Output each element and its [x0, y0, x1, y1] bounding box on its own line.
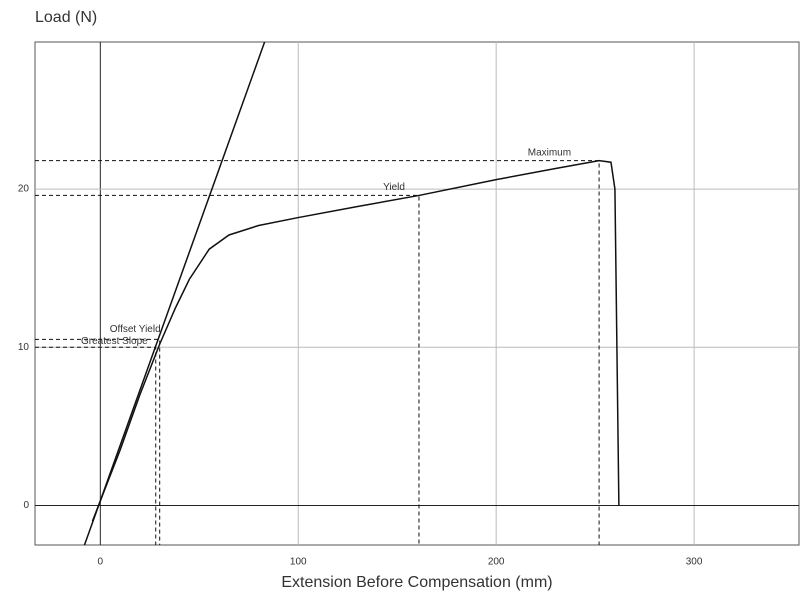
- annotation-label: Offset Yield: [110, 324, 161, 335]
- annotation-label: Maximum: [528, 147, 571, 158]
- x-tick-label: 0: [98, 557, 104, 568]
- annotation-guide: [35, 346, 157, 545]
- y-tick-label: 0: [23, 500, 29, 511]
- plot-area: [34, 41, 800, 546]
- x-axis-title: Extension Before Compensation (mm): [281, 574, 552, 591]
- annotation-guide: [35, 338, 161, 545]
- y-tick-label: 10: [18, 342, 30, 353]
- annotation-guide: [35, 160, 600, 545]
- load-curve: [83, 41, 266, 546]
- annotation-guide: [35, 194, 420, 545]
- annotation-label: Yield: [383, 182, 405, 193]
- x-tick-label: 200: [488, 557, 505, 568]
- y-tick-label: 20: [18, 184, 30, 195]
- annotation-label: Greatest Slope: [81, 336, 148, 347]
- x-tick-label: 100: [290, 557, 307, 568]
- y-axis-title: Load (N): [35, 9, 97, 26]
- x-tick-label: 300: [686, 557, 703, 568]
